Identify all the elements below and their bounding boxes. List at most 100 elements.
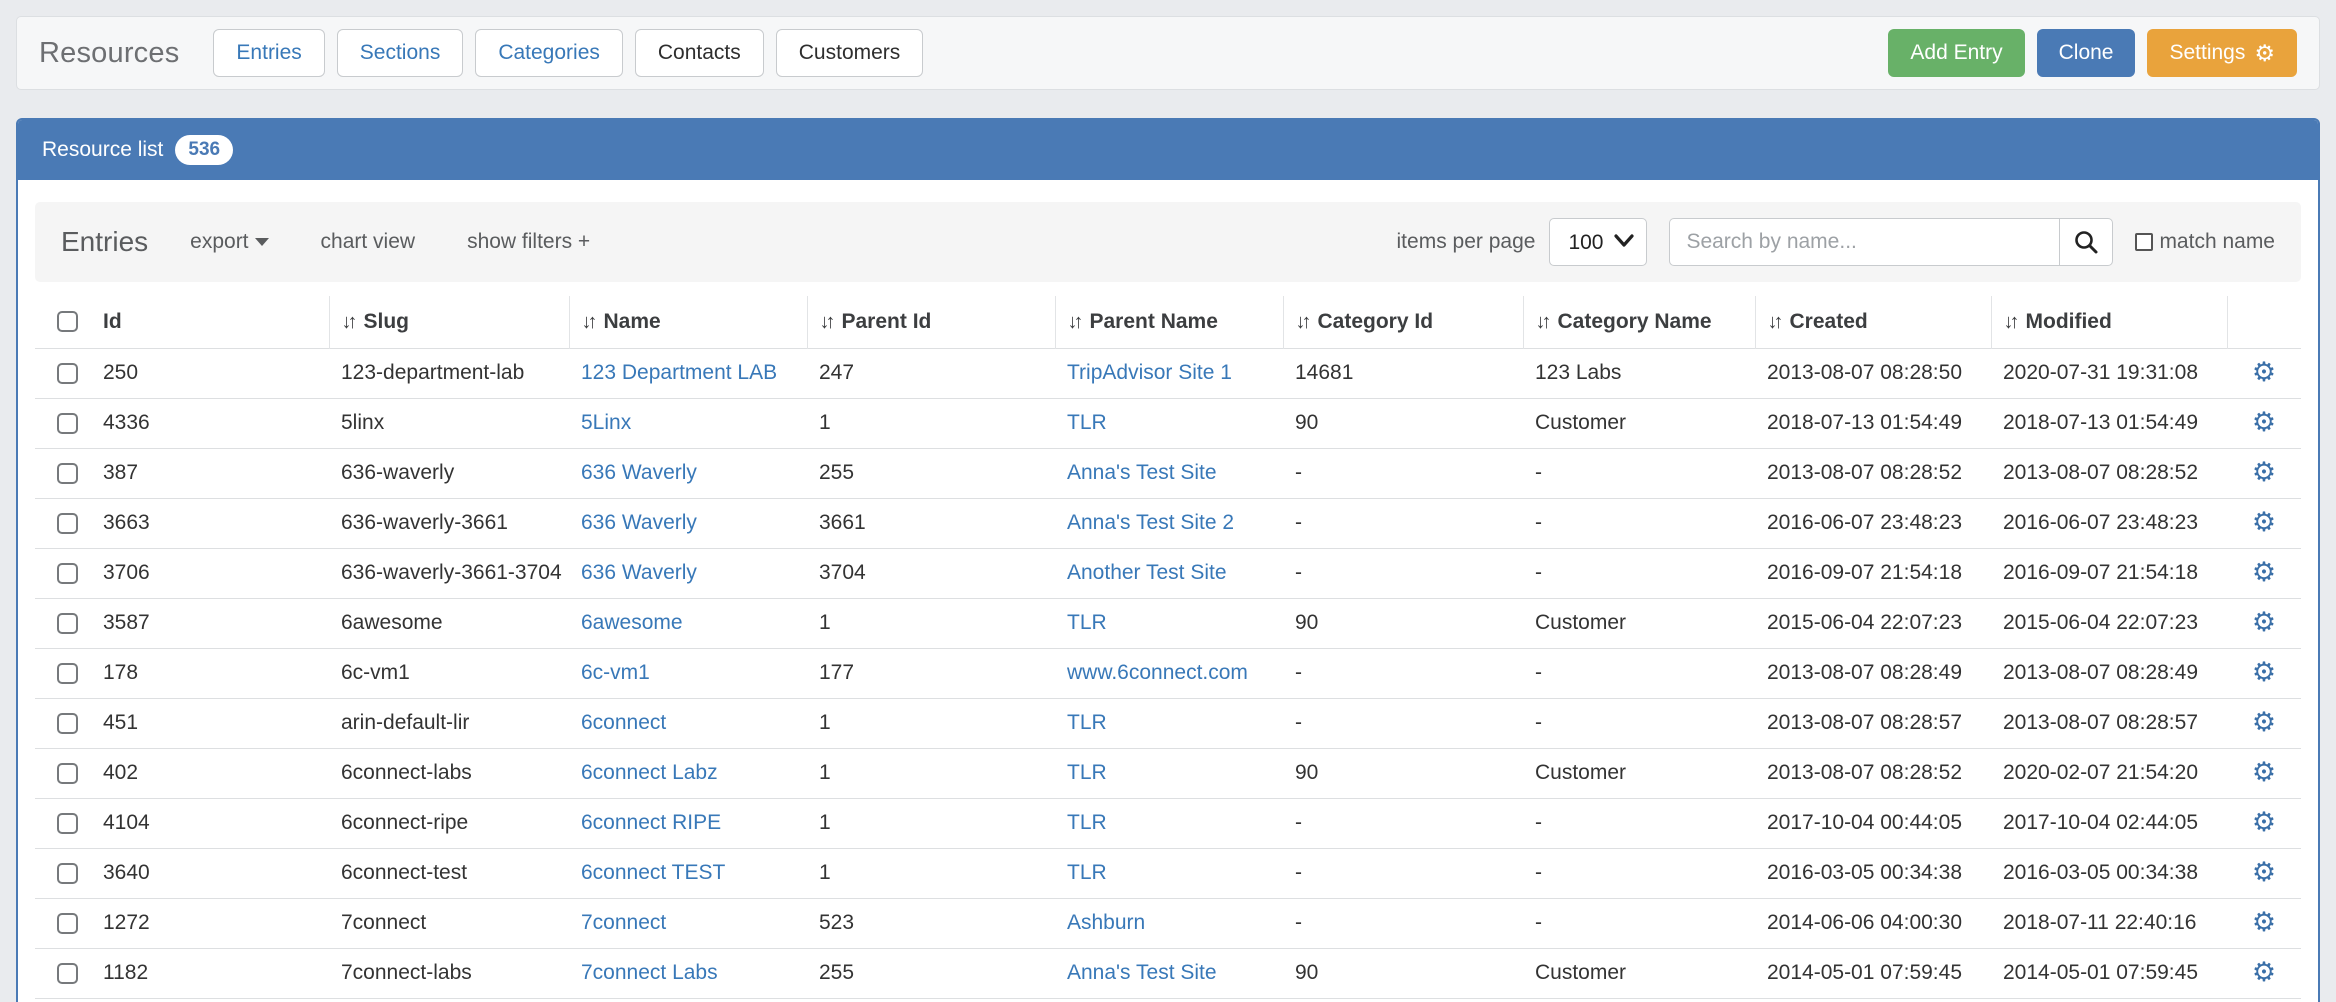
row-actions-cell: ⚙ xyxy=(2227,398,2301,448)
search-button[interactable] xyxy=(2059,218,2114,266)
parent_name-link[interactable]: TLR xyxy=(1067,411,1107,434)
items-per-page-select[interactable]: 100 xyxy=(1550,219,1647,265)
name-link[interactable]: 6connect TEST xyxy=(581,861,726,884)
gear-icon[interactable]: ⚙ xyxy=(2251,757,2277,787)
name-link[interactable]: 7connect Labs xyxy=(581,961,718,984)
cell-id: 3640 xyxy=(103,861,150,884)
gear-icon[interactable]: ⚙ xyxy=(2251,707,2277,737)
row-select-cell xyxy=(35,548,91,598)
settings-button[interactable]: Settings ⚙ xyxy=(2147,29,2297,77)
parent_name-link[interactable]: Anna's Test Site 2 xyxy=(1067,511,1235,534)
name-link[interactable]: 5Linx xyxy=(581,411,632,434)
parent_name-link[interactable]: Another Test Site xyxy=(1067,561,1227,584)
column-header-parent_id[interactable]: ↓↑ Parent Id xyxy=(806,296,1055,348)
add-entry-button[interactable]: Add Entry xyxy=(1888,29,2025,77)
parent_name-link[interactable]: Anna's Test Site xyxy=(1067,461,1217,484)
match-name-checkbox[interactable] xyxy=(2135,233,2154,251)
cell-slug: 6connect-test xyxy=(341,861,468,884)
top-bar: Resources Entries Sections Categories Conta… xyxy=(16,16,2320,90)
parent_name-link[interactable]: Anna's Test Site xyxy=(1067,961,1217,984)
column-header-parent_name[interactable]: ↓↑ Parent Name xyxy=(1054,296,1283,348)
parent_name-link[interactable]: TLR xyxy=(1067,861,1107,884)
clone-button[interactable]: Clone xyxy=(2036,29,2136,77)
magnifier-icon xyxy=(2075,231,2098,254)
gear-icon[interactable]: ⚙ xyxy=(2251,357,2277,387)
sort-arrows-icon: ↓↑ xyxy=(341,310,358,333)
gear-icon[interactable]: ⚙ xyxy=(2251,907,2277,937)
name-link[interactable]: 636 Waverly xyxy=(581,561,697,584)
gear-icon[interactable]: ⚙ xyxy=(2251,657,2277,687)
cell-category_name: - xyxy=(1535,911,1542,934)
gear-icon[interactable]: ⚙ xyxy=(2251,807,2277,837)
name-link[interactable]: 6c-vm1 xyxy=(581,661,650,684)
column-header-category_id[interactable]: ↓↑ Category Id xyxy=(1282,296,1523,348)
name-link[interactable]: 6awesome xyxy=(581,611,683,634)
select-all-checkbox[interactable] xyxy=(57,311,78,333)
parent_name-link[interactable]: www.6connect.com xyxy=(1067,661,1248,684)
cell-modified: 2013-08-07 08:28:49 xyxy=(2003,661,2198,684)
cell-parent_id: 1 xyxy=(819,711,831,734)
search-input[interactable] xyxy=(1669,218,2060,266)
column-header-created[interactable]: ↓↑ Created xyxy=(1754,296,1991,348)
parent_name-link[interactable]: TLR xyxy=(1067,711,1107,734)
cell-parent_id: 1 xyxy=(819,811,831,834)
name-link[interactable]: 6connect Labz xyxy=(581,761,718,784)
cell-name: 7connect Labs xyxy=(569,948,807,998)
row-checkbox[interactable] xyxy=(57,562,78,584)
row-checkbox[interactable] xyxy=(57,962,78,984)
column-header-name[interactable]: ↓↑ Name xyxy=(568,296,807,348)
chart-view-link[interactable]: chart view xyxy=(320,230,416,253)
name-link[interactable]: 6connect RIPE xyxy=(581,811,722,834)
column-header-slug[interactable]: ↓↑ Slug xyxy=(328,296,569,348)
top-bar-actions: Add Entry Clone Settings ⚙ xyxy=(1888,29,2297,77)
export-dropdown[interactable]: export xyxy=(190,230,269,254)
row-select-cell xyxy=(35,698,91,748)
row-checkbox[interactable] xyxy=(57,862,78,884)
row-checkbox[interactable] xyxy=(57,412,78,434)
column-header-modified[interactable]: ↓↑ Modified xyxy=(1990,296,2227,348)
row-checkbox[interactable] xyxy=(57,762,78,784)
row-checkbox[interactable] xyxy=(57,512,78,534)
row-checkbox[interactable] xyxy=(57,912,78,934)
gear-icon[interactable]: ⚙ xyxy=(2251,607,2277,637)
name-link[interactable]: 636 Waverly xyxy=(581,461,697,484)
cell-name: 6connect Labz xyxy=(569,748,807,798)
parent_name-link[interactable]: TripAdvisor Site 1 xyxy=(1067,361,1232,384)
row-checkbox[interactable] xyxy=(57,612,78,634)
cell-parent_name: TripAdvisor Site 1 xyxy=(1055,348,1283,398)
parent_name-link[interactable]: TLR xyxy=(1067,611,1107,634)
name-link[interactable]: 123 Department LAB xyxy=(581,361,778,384)
gear-icon[interactable]: ⚙ xyxy=(2251,407,2277,437)
row-checkbox[interactable] xyxy=(57,712,78,734)
name-link[interactable]: 7connect xyxy=(581,911,667,934)
tab-sections[interactable]: Sections xyxy=(336,29,464,77)
tab-contacts[interactable]: Contacts xyxy=(634,29,764,77)
gear-icon[interactable]: ⚙ xyxy=(2251,557,2277,587)
cell-slug: 7connect xyxy=(341,911,427,934)
cell-id: 250 xyxy=(103,361,139,384)
parent_name-link[interactable]: TLR xyxy=(1067,811,1107,834)
parent_name-link[interactable]: Ashburn xyxy=(1067,911,1146,934)
cell-category_id: - xyxy=(1295,711,1302,734)
cell-slug: 7connect-labs xyxy=(341,961,472,984)
gear-icon[interactable]: ⚙ xyxy=(2251,457,2277,487)
row-checkbox[interactable] xyxy=(57,362,78,384)
row-checkbox[interactable] xyxy=(57,662,78,684)
tab-customers[interactable]: Customers xyxy=(775,29,924,77)
items-per-page-label: items per page xyxy=(1396,230,1536,253)
row-checkbox[interactable] xyxy=(57,462,78,484)
parent_name-link[interactable]: TLR xyxy=(1067,761,1107,784)
gear-icon[interactable]: ⚙ xyxy=(2251,957,2277,987)
name-link[interactable]: 636 Waverly xyxy=(581,511,697,534)
export-label: export xyxy=(190,230,249,253)
gear-icon[interactable]: ⚙ xyxy=(2251,507,2277,537)
row-checkbox[interactable] xyxy=(57,812,78,834)
name-link[interactable]: 6connect xyxy=(581,711,667,734)
row-actions-cell: ⚙ xyxy=(2227,798,2301,848)
column-label: Category Id xyxy=(1317,309,1434,333)
tab-categories[interactable]: Categories xyxy=(475,29,623,77)
column-header-category_name[interactable]: ↓↑ Category Name xyxy=(1522,296,1755,348)
gear-icon[interactable]: ⚙ xyxy=(2251,857,2277,887)
show-filters-link[interactable]: show filters + xyxy=(467,230,591,253)
tab-entries[interactable]: Entries xyxy=(213,29,325,77)
